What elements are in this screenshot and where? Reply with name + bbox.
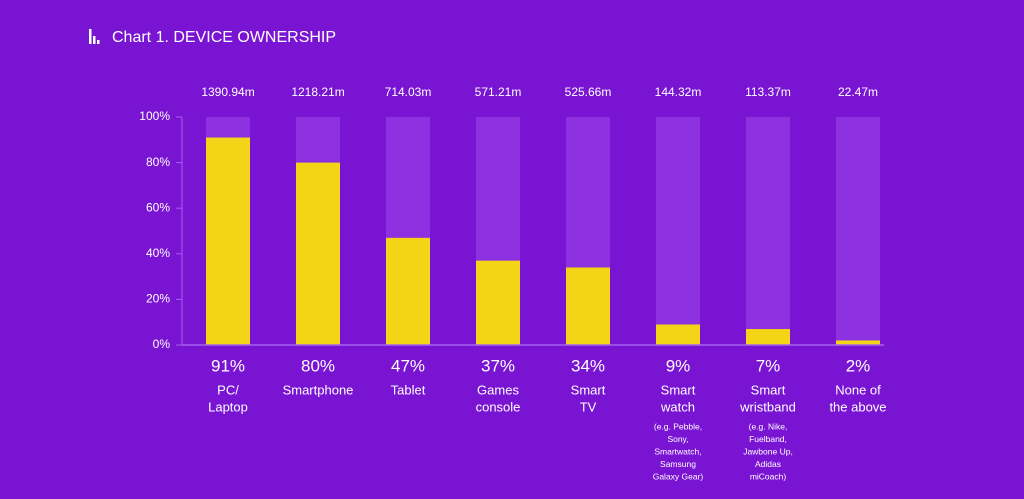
- total-label: 714.03m: [385, 85, 432, 99]
- value-label: 37%: [481, 356, 515, 375]
- bar: [206, 137, 250, 345]
- category-note: (e.g. Nike,: [749, 421, 788, 431]
- y-tick-label: 60%: [146, 200, 170, 214]
- category-note: miCoach): [750, 471, 787, 481]
- x-tick-label: None of: [835, 382, 881, 397]
- category-note: Sony,: [667, 434, 688, 444]
- total-label: 144.32m: [655, 85, 702, 99]
- x-tick-label: Smart: [661, 382, 696, 397]
- y-tick-label: 20%: [146, 292, 170, 306]
- value-label: 7%: [756, 356, 781, 375]
- total-label: 22.47m: [838, 85, 878, 99]
- bar: [746, 329, 790, 345]
- category-note: Smartwatch,: [654, 446, 701, 456]
- bar-track: [656, 117, 700, 345]
- chart-title: Chart 1. DEVICE OWNERSHIP: [112, 29, 336, 46]
- x-tick-label: PC/: [217, 382, 239, 397]
- x-tick-label: Tablet: [391, 382, 426, 397]
- value-label: 91%: [211, 356, 245, 375]
- value-label: 34%: [571, 356, 605, 375]
- total-label: 525.66m: [565, 85, 612, 99]
- title-icon: [89, 29, 100, 44]
- total-label: 113.37m: [745, 85, 791, 99]
- bar: [836, 340, 880, 345]
- category-note: Fuelband,: [749, 434, 787, 444]
- y-tick-label: 0%: [153, 337, 171, 351]
- x-tick-label: wristband: [739, 399, 796, 414]
- category-note: Samsung: [660, 459, 696, 469]
- bar: [656, 324, 700, 345]
- x-tick-label: the above: [829, 399, 886, 414]
- x-tick-label: Games: [477, 382, 519, 397]
- x-tick-label: TV: [580, 399, 597, 414]
- x-tick-label: console: [476, 399, 521, 414]
- total-label: 1390.94m: [201, 85, 254, 99]
- bar: [296, 162, 340, 345]
- category-note: Galaxy Gear): [653, 471, 704, 481]
- bar-track: [836, 117, 880, 345]
- total-label: 571.21m: [475, 85, 522, 99]
- category-note: Adidas: [755, 459, 781, 469]
- y-tick-label: 80%: [146, 155, 170, 169]
- y-tick-label: 40%: [146, 246, 170, 260]
- bar-track: [746, 117, 790, 345]
- y-tick-label: 100%: [139, 109, 170, 123]
- value-label: 47%: [391, 356, 425, 375]
- value-label: 9%: [666, 356, 691, 375]
- bar: [566, 267, 610, 345]
- total-label: 1218.21m: [291, 85, 344, 99]
- x-tick-label: Smart: [571, 382, 606, 397]
- bar: [386, 237, 430, 345]
- x-tick-label: Smart: [751, 382, 786, 397]
- value-label: 80%: [301, 356, 335, 375]
- category-note: (e.g. Pebble,: [654, 421, 702, 431]
- x-tick-label: watch: [660, 399, 695, 414]
- value-label: 2%: [846, 356, 871, 375]
- x-tick-label: Smartphone: [283, 382, 354, 397]
- x-tick-label: Laptop: [208, 399, 248, 414]
- category-note: Jawbone Up,: [743, 446, 793, 456]
- bar: [476, 260, 520, 345]
